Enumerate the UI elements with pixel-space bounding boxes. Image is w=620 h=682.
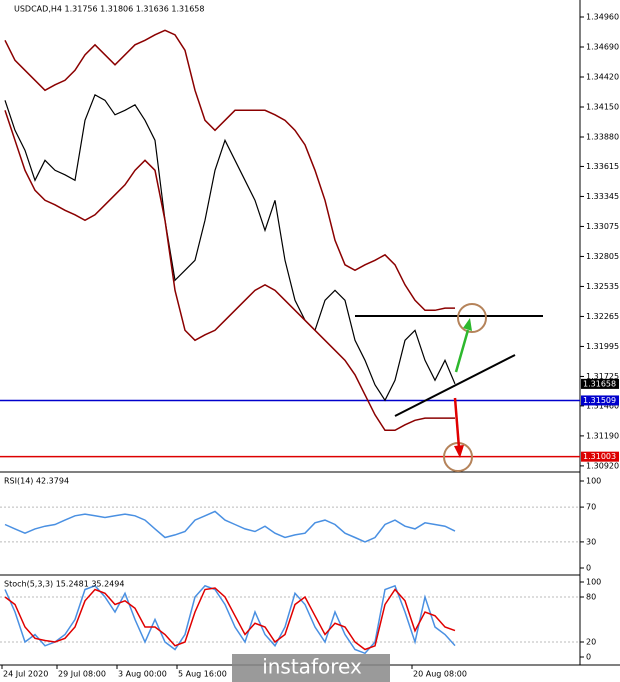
up-arrow-head xyxy=(463,318,472,331)
y-tick-label: 0 xyxy=(586,653,591,662)
x-tick-label: 20 Aug 08:00 xyxy=(413,670,467,679)
series-line xyxy=(4,110,455,432)
x-tick-label: 5 Aug 16:00 xyxy=(178,670,227,679)
y-tick-label: 1.34420 xyxy=(586,73,619,82)
watermark-bg xyxy=(232,654,390,682)
y-tick-label: 1.31190 xyxy=(586,431,619,440)
x-tick-label: 24 Jul 2020 xyxy=(3,670,48,679)
y-tick-label: 1.33880 xyxy=(586,133,619,142)
series-line xyxy=(4,93,456,402)
y-tick-label: 1.33615 xyxy=(586,162,619,171)
chart-title: USDCAD,H4 1.31756 1.31806 1.31636 1.3165… xyxy=(14,5,204,14)
up-arrow xyxy=(454,329,470,373)
y-tick-label: 1.32805 xyxy=(586,252,619,261)
y-tick-label: 30 xyxy=(586,537,596,546)
y-tick-label: 1.32535 xyxy=(586,282,619,291)
y-tick-label: 1.31995 xyxy=(586,342,619,351)
rsi-title: RSI(14) 42.3794 xyxy=(4,477,69,486)
series-line xyxy=(4,587,456,651)
y-tick-label: 1.30920 xyxy=(586,461,619,470)
plot-area: 1.34960 1.34690 1.34420 1.34150 1.33880 1.336… xyxy=(0,13,619,679)
price-tag xyxy=(581,395,619,406)
trend-line xyxy=(394,354,516,417)
price-tag-label: 1.31003 xyxy=(583,452,616,461)
y-tick-label: 1.34150 xyxy=(586,103,619,112)
target-circle xyxy=(457,303,487,333)
y-tick-label: 20 xyxy=(586,638,596,647)
price-tag-label: 1.31509 xyxy=(583,396,616,405)
down-arrow xyxy=(453,397,461,449)
price-tag xyxy=(581,451,619,462)
x-tick-label: 29 Jul 08:00 xyxy=(58,670,106,679)
y-tick-label: 1.33345 xyxy=(586,192,619,201)
annotations xyxy=(355,303,543,472)
series-line xyxy=(4,510,456,543)
stoch-title: Stoch(5,3,3) 15.2481 35.2494 xyxy=(4,580,124,589)
y-tick-label: 0 xyxy=(586,564,591,573)
y-tick-label: 1.33075 xyxy=(586,222,619,231)
y-tick-label: 1.31460 xyxy=(586,401,619,410)
series-line xyxy=(4,29,455,312)
y-tick-label: 80 xyxy=(586,593,596,602)
x-tick-label: 3 Aug 00:00 xyxy=(118,670,167,679)
y-tick-label: 100 xyxy=(586,578,601,587)
watermark: instaforex xyxy=(262,655,362,679)
y-tick-label: 1.34960 xyxy=(586,13,619,22)
price-tag xyxy=(581,378,619,389)
price-tag-label: 1.31658 xyxy=(583,379,616,388)
y-tick-label: 1.34690 xyxy=(586,43,619,52)
y-tick-label: 1.32265 xyxy=(586,312,619,321)
y-tick-label: 1.31725 xyxy=(586,372,619,381)
series-line xyxy=(4,584,456,655)
y-tick-label: 100 xyxy=(586,477,601,486)
down-arrow-head xyxy=(454,445,464,458)
y-tick-label: 70 xyxy=(586,503,596,512)
